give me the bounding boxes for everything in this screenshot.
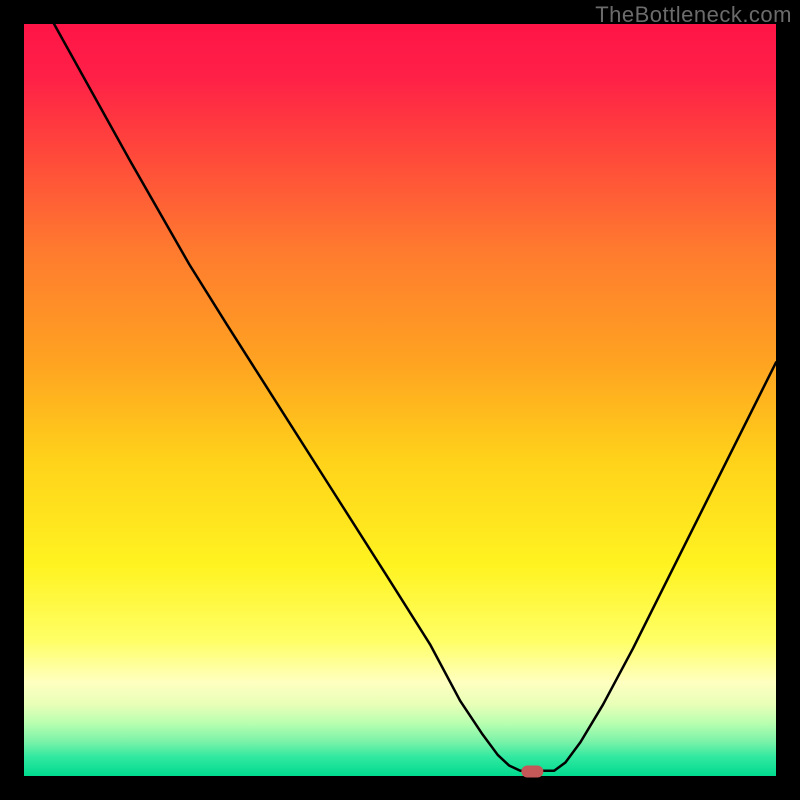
bottleneck-chart — [0, 0, 800, 800]
chart-frame: TheBottleneck.com — [0, 0, 800, 800]
optimal-marker — [521, 765, 543, 777]
watermark-text: TheBottleneck.com — [595, 2, 792, 28]
chart-gradient-bg — [24, 24, 776, 776]
